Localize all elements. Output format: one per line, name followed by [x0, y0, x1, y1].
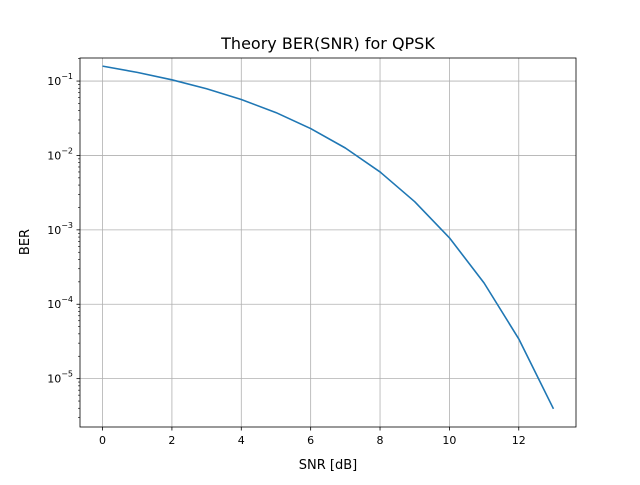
- y-tick-label: 10−1: [47, 72, 73, 88]
- y-tick-exponent: −3: [61, 221, 73, 230]
- x-tick-label: 0: [99, 434, 106, 447]
- grid: [80, 58, 576, 427]
- ber-series-line: [102, 65, 555, 410]
- y-axis-ticks: 10−110−210−310−410−5: [47, 58, 80, 418]
- y-tick-label: 10−5: [47, 370, 73, 386]
- plot-frame: [79, 57, 577, 428]
- y-tick-base: 10: [47, 298, 61, 311]
- y-tick-base: 10: [47, 373, 61, 386]
- x-tick-label: 10: [442, 434, 456, 447]
- y-axis-label: BER: [18, 229, 33, 255]
- x-tick-label: 2: [168, 434, 175, 447]
- x-tick-label: 12: [512, 434, 526, 447]
- y-tick-label: 10−2: [47, 146, 73, 162]
- y-tick-base: 10: [47, 149, 61, 162]
- y-tick-exponent: −4: [61, 295, 73, 304]
- y-tick-label: 10−3: [47, 221, 73, 237]
- x-axis-ticks: 0 2 4 6 8 10 12: [99, 427, 526, 447]
- x-tick-label: 8: [377, 434, 384, 447]
- chart-title: Theory BER(SNR) for QPSK: [220, 34, 435, 53]
- plot-area: [80, 58, 576, 427]
- data-lines: [102, 65, 555, 410]
- y-tick-label: 10−4: [47, 295, 73, 311]
- y-tick-exponent: −1: [61, 72, 73, 81]
- y-tick-exponent: −5: [61, 370, 73, 379]
- y-tick-base: 10: [47, 75, 61, 88]
- x-tick-label: 4: [238, 434, 245, 447]
- x-tick-label: 6: [307, 434, 314, 447]
- y-tick-exponent: −2: [61, 146, 73, 155]
- x-axis-label: SNR [dB]: [299, 458, 357, 473]
- y-tick-base: 10: [47, 224, 61, 237]
